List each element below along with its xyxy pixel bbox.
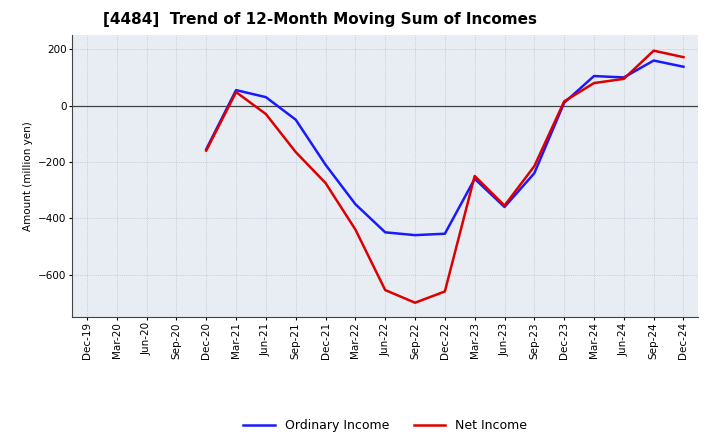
Legend: Ordinary Income, Net Income: Ordinary Income, Net Income <box>238 414 532 437</box>
Y-axis label: Amount (million yen): Amount (million yen) <box>22 121 32 231</box>
Text: [4484]  Trend of 12-Month Moving Sum of Incomes: [4484] Trend of 12-Month Moving Sum of I… <box>104 12 537 27</box>
